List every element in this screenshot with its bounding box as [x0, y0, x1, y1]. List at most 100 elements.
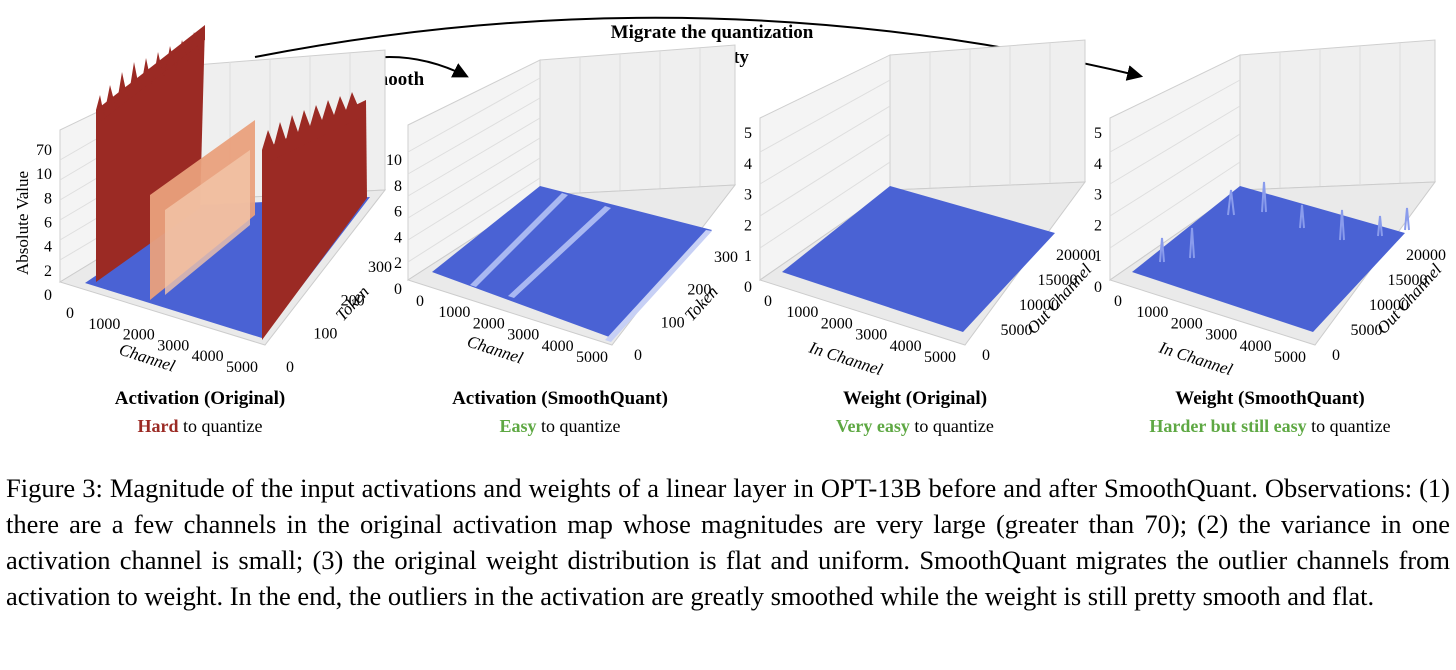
- x-tick-label: 3000: [507, 327, 539, 344]
- z-tick-label: 2: [394, 255, 402, 272]
- x-tick-label: 3000: [157, 337, 189, 354]
- y-tick-label: 15000: [1388, 272, 1428, 289]
- z-tick-label: 1: [1094, 248, 1102, 265]
- x-tick-label: 0: [1114, 293, 1122, 310]
- subtitle-rest: to quantize: [1306, 416, 1391, 436]
- subtitle-emphasis: Easy: [499, 416, 537, 436]
- y-tick-label: 200: [687, 282, 711, 299]
- z-tick-labels: 0 2 4 6 8 10 70: [36, 142, 52, 304]
- z-tick-label: 5: [744, 125, 752, 142]
- y-tick-label: 100: [313, 326, 337, 343]
- z-tick-label: 4: [44, 239, 52, 256]
- back-wall-right: [889, 39, 1086, 191]
- z-tick-label: 4: [744, 156, 752, 173]
- panel-title-activation-original: Activation (Original): [114, 388, 286, 409]
- x-axis-label: In Channel: [806, 337, 885, 379]
- z-tick-label: 8: [394, 178, 402, 195]
- y-tick-label: 20000: [1406, 247, 1446, 264]
- outlier-channel-wall-light-2: [165, 150, 250, 295]
- z-tick-label: 3: [1094, 187, 1102, 204]
- z-tick-label: 2: [744, 217, 752, 234]
- panel-title-weight-original: Weight (Original): [842, 388, 988, 409]
- z-tick-label: 0: [744, 279, 752, 296]
- z-tick-label: 1: [744, 248, 752, 265]
- y-tick-label: 0: [1332, 347, 1340, 364]
- z-tick-labels: 0 1 2 3 4 5: [1094, 125, 1102, 296]
- x-tick-label: 2000: [473, 315, 505, 332]
- x-tick-label: 0: [66, 305, 74, 322]
- y-tick-labels: 0 5000 10000 15000 20000: [982, 247, 1096, 364]
- smoothed-ridge-1: [470, 193, 568, 287]
- z-tick-label: 2: [44, 263, 52, 280]
- y-tick-label: 20000: [1056, 247, 1096, 264]
- panel-subtitle-activation-smoothquant: Easy to quantize: [410, 416, 710, 437]
- x-tick-label: 1000: [786, 304, 818, 321]
- panel-subtitle-weight-smoothquant: Harder but still easy to quantize: [1110, 416, 1430, 437]
- z-tick-label: 4: [394, 229, 402, 246]
- figure-caption: Figure 3: Magnitude of the input activat…: [6, 473, 1450, 611]
- back-wall-right: [1239, 39, 1436, 191]
- y-tick-label: 300: [714, 249, 738, 266]
- surface-blue-spiky: [1132, 186, 1405, 332]
- subtitle-emphasis: Very easy: [836, 416, 910, 436]
- x-tick-label: 4000: [542, 338, 574, 355]
- x-tick-label: 3000: [1205, 327, 1237, 344]
- x-tick-label: 4000: [192, 348, 224, 365]
- figure-svg: Smooth Migrate the quantization difficul…: [13, 16, 1446, 379]
- x-tick-label: 1000: [88, 316, 120, 333]
- z-tick-labels: 0 2 4 6 8 10: [386, 152, 402, 298]
- y-tick-label: 300: [368, 259, 392, 276]
- y-tick-label: 0: [634, 347, 642, 364]
- subtitle-emphasis: Hard: [137, 416, 179, 436]
- y-tick-label: 15000: [1038, 272, 1078, 289]
- x-tick-label: 4000: [1240, 338, 1272, 355]
- panel-title-activation-smoothquant: Activation (SmoothQuant): [452, 388, 668, 409]
- subtitle-rest: to quantize: [178, 416, 263, 436]
- z-tick-label: 6: [44, 215, 52, 232]
- outlier-spikes-left: [96, 25, 205, 125]
- surface-blue-flat: [782, 186, 1055, 332]
- x-tick-label: 2000: [821, 315, 853, 332]
- z-tick-label: 0: [394, 281, 402, 298]
- migrate-label-line1: Migrate the quantization: [611, 22, 814, 43]
- z-tick-label: 2: [1094, 217, 1102, 234]
- y-tick-label: 200: [341, 292, 365, 309]
- smoothed-ridge-2: [508, 206, 611, 298]
- x-tick-label: 4000: [890, 338, 922, 355]
- outlier-spikes-right: [262, 92, 366, 165]
- z-tick-label: 10: [386, 152, 402, 169]
- y-tick-labels: 0 5000 10000 15000 20000: [1332, 247, 1446, 364]
- y-tick-label: 0: [286, 359, 294, 376]
- z-tick-label: 3: [744, 187, 752, 204]
- z-axis-label: Absolute Value: [13, 171, 32, 275]
- subtitle-rest: to quantize: [909, 416, 994, 436]
- y-tick-label: 5000: [1351, 322, 1383, 339]
- y-axis-label: Token: [332, 282, 373, 324]
- subtitle-emphasis: Harder but still easy: [1149, 416, 1307, 436]
- y-tick-label: 0: [982, 347, 990, 364]
- x-tick-label: 3000: [855, 327, 887, 344]
- x-tick-label: 5000: [226, 359, 258, 376]
- y-tick-label: 100: [661, 314, 685, 331]
- y-tick-label: 10000: [1369, 297, 1409, 314]
- x-tick-label: 0: [416, 293, 424, 310]
- x-axis-label: In Channel: [1156, 337, 1235, 379]
- y-tick-label: 5000: [1001, 322, 1033, 339]
- z-tick-label: 70: [36, 142, 52, 159]
- x-tick-label: 5000: [576, 349, 608, 366]
- figure-3: Smooth Migrate the quantization difficul…: [13, 16, 1446, 437]
- z-tick-label: 0: [1094, 279, 1102, 296]
- x-tick-label: 5000: [924, 349, 956, 366]
- z-tick-label: 4: [1094, 156, 1102, 173]
- x-tick-label: 2000: [1171, 315, 1203, 332]
- smoothed-ridge-3: [605, 230, 712, 342]
- migrated-outlier-spikes: [1159, 181, 1410, 263]
- x-tick-label: 1000: [1136, 304, 1168, 321]
- x-tick-label: 2000: [123, 327, 155, 344]
